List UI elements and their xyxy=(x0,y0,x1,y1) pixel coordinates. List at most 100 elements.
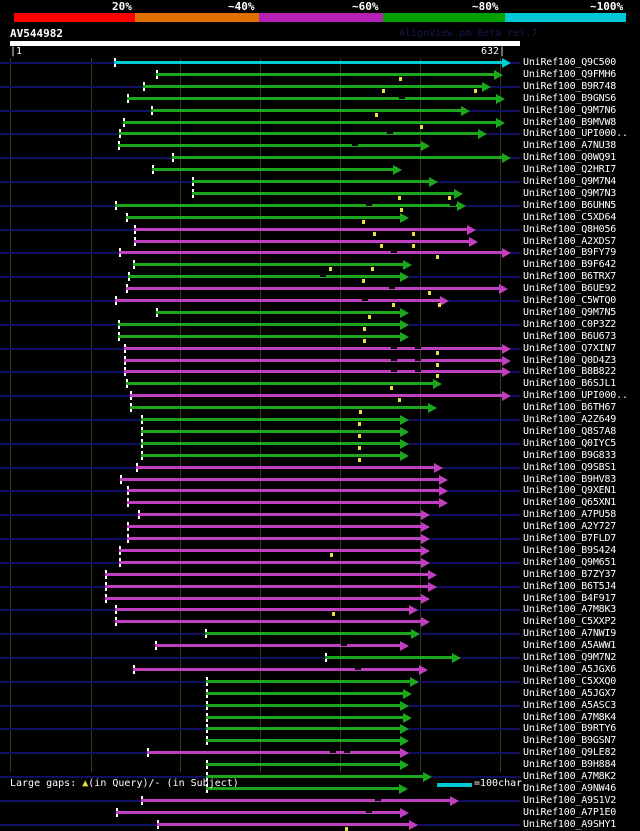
hit-label[interactable]: UniRef100_Q9M7N4 xyxy=(523,176,617,187)
alignment-row[interactable]: UniRef100_A7PU58 xyxy=(0,509,640,522)
hit-label[interactable]: UniRef100_Q65XN1 xyxy=(523,497,617,509)
hit-label[interactable]: UniRef100_Q9SBS1 xyxy=(523,461,617,473)
hit-label[interactable]: UniRef100_Q9M7N3 xyxy=(523,187,617,199)
hit-label[interactable]: UniRef100_A2Y727 xyxy=(523,521,617,533)
alignment-row[interactable]: UniRef100_Q9FMH6 xyxy=(0,69,640,82)
hit-label[interactable]: UniRef100_Q8S7A8 xyxy=(523,425,617,437)
hit-label[interactable]: UniRef100_B9H884 xyxy=(523,759,617,771)
alignment-row[interactable]: UniRef100_A5AWW1 xyxy=(0,640,640,653)
hit-label[interactable]: UniRef100_B6TRX7 xyxy=(523,271,617,283)
hit-label[interactable]: UniRef100_A7PU58 xyxy=(523,509,617,521)
hit-label[interactable]: UniRef100_B6T5J4 xyxy=(523,580,617,592)
alignment-row[interactable]: UniRef100_A9NW46 xyxy=(0,782,640,796)
alignment-row[interactable]: UniRef100_B6SJL1 xyxy=(0,378,640,391)
hit-label[interactable]: UniRef100_A7M8K2 xyxy=(523,771,617,782)
hit-label[interactable]: UniRef100_A9SHY1 xyxy=(523,818,617,830)
hit-label[interactable]: UniRef100_B7ZY37 xyxy=(523,568,617,580)
alignment-row[interactable]: UniRef100_Q9LE82 xyxy=(0,747,640,760)
alignment-row[interactable]: UniRef100_B9GSN7 xyxy=(0,735,640,748)
alignment-row[interactable]: UniRef100_Q0D4Z3 xyxy=(0,355,640,368)
alignment-row[interactable]: UniRef100_Q7XIN7 xyxy=(0,342,640,356)
hit-label[interactable]: UniRef100_Q9M7N2 xyxy=(523,652,617,663)
alignment-row[interactable]: UniRef100_Q8S7A8 xyxy=(0,425,640,439)
hit-label[interactable]: UniRef100_B4F917 xyxy=(523,592,617,604)
alignment-row[interactable]: UniRef100_C5XD64 xyxy=(0,211,640,225)
hit-label[interactable]: UniRef100_Q9XEN1 xyxy=(523,485,617,497)
alignment-row[interactable]: UniRef100_Q8H056 xyxy=(0,223,640,237)
hit-label[interactable]: UniRef100_A9NW46 xyxy=(523,782,617,794)
hit-label[interactable]: UniRef100_A5ASC3 xyxy=(523,699,617,711)
hit-label[interactable]: UniRef100_B9R748 xyxy=(523,80,617,92)
hit-label[interactable]: UniRef100_B9F642 xyxy=(523,259,617,271)
alignment-row[interactable]: UniRef100_Q9M7N2 xyxy=(0,652,640,665)
hit-label[interactable]: UniRef100_C0P3Z2 xyxy=(523,318,617,330)
hit-label[interactable]: UniRef100_B9S424 xyxy=(523,544,617,556)
alignment-row[interactable]: UniRef100_A2XDS7 xyxy=(0,235,640,249)
alignment-row[interactable]: UniRef100_B9H884 xyxy=(0,759,640,772)
alignment-row[interactable]: UniRef100_A9SHY1 xyxy=(0,818,640,831)
hit-label[interactable]: UniRef100_Q9M7N6 xyxy=(523,104,617,116)
alignment-row[interactable]: UniRef100_Q9M651 xyxy=(0,556,640,570)
hit-label[interactable]: UniRef100_B6TH67 xyxy=(523,402,617,414)
alignment-row[interactable]: UniRef100_B6T5J4 xyxy=(0,580,640,594)
hit-label[interactable]: UniRef100_Q0IYC5 xyxy=(523,437,617,449)
alignment-row[interactable]: UniRef100_UPI000.. xyxy=(0,128,640,141)
alignment-row[interactable]: UniRef100_B6UHN5 xyxy=(0,199,640,213)
hit-label[interactable]: UniRef100_Q9M651 xyxy=(523,556,617,568)
hit-label[interactable]: UniRef100_Q8H056 xyxy=(523,223,617,235)
alignment-row[interactable]: UniRef100_A5JGX6 xyxy=(0,664,640,677)
alignment-row[interactable]: UniRef100_B9S424 xyxy=(0,544,640,558)
hit-label[interactable]: UniRef100_B6UE92 xyxy=(523,283,617,295)
hit-label[interactable]: UniRef100_C5WTQ0 xyxy=(523,295,617,306)
alignment-row[interactable]: UniRef100_B6UE92 xyxy=(0,283,640,296)
alignment-row[interactable]: UniRef100_UPI000.. xyxy=(0,390,640,403)
hit-label[interactable]: UniRef100_B9FY79 xyxy=(523,247,617,259)
hit-label[interactable]: UniRef100_Q9C500 xyxy=(523,57,617,68)
hit-label[interactable]: UniRef100_Q9LE82 xyxy=(523,747,617,759)
alignment-row[interactable]: UniRef100_B9G833 xyxy=(0,450,640,463)
alignment-row[interactable]: UniRef100_A5JGX7 xyxy=(0,687,640,701)
alignment-row[interactable]: UniRef100_B4F917 xyxy=(0,592,640,606)
alignment-row[interactable]: UniRef100_A2Y727 xyxy=(0,521,640,534)
alignment-row[interactable]: UniRef100_C5XXQ0 xyxy=(0,676,640,689)
alignment-row[interactable]: UniRef100_B7FLD7 xyxy=(0,533,640,546)
alignment-row[interactable]: UniRef100_A2Z649 xyxy=(0,414,640,427)
hit-label[interactable]: UniRef100_Q9M7N5 xyxy=(523,306,617,318)
alignment-row[interactable]: UniRef100_A7NWI9 xyxy=(0,628,640,641)
alignment-row[interactable]: UniRef100_Q9XEN1 xyxy=(0,485,640,498)
alignment-row[interactable]: UniRef100_Q9M7N6 xyxy=(0,104,640,118)
alignment-row[interactable]: UniRef100_B9GNS6 xyxy=(0,92,640,106)
alignment-row[interactable]: UniRef100_Q0WQ91 xyxy=(0,152,640,165)
hit-label[interactable]: UniRef100_UPI000.. xyxy=(523,390,628,402)
alignment-row[interactable]: UniRef100_B9HV83 xyxy=(0,473,640,487)
alignment-row[interactable]: UniRef100_B6TRX7 xyxy=(0,271,640,284)
hit-label[interactable]: UniRef100_B6U673 xyxy=(523,330,617,342)
alignment-row[interactable]: UniRef100_C0P3Z2 xyxy=(0,318,640,332)
alignment-row[interactable]: UniRef100_B6U673 xyxy=(0,330,640,344)
hit-label[interactable]: UniRef100_A2XDS7 xyxy=(523,235,617,247)
alignment-row[interactable]: UniRef100_B9R748 xyxy=(0,80,640,94)
alignment-row[interactable]: UniRef100_B7ZY37 xyxy=(0,568,640,582)
alignment-row[interactable]: UniRef100_B9F642 xyxy=(0,259,640,272)
hit-label[interactable]: UniRef100_Q2HRI7 xyxy=(523,164,617,176)
alignment-row[interactable]: UniRef100_B6TH67 xyxy=(0,402,640,415)
hit-label[interactable]: UniRef100_B9GNS6 xyxy=(523,92,617,104)
alignment-row[interactable]: UniRef100_Q9M7N4 xyxy=(0,176,640,189)
alignment-row[interactable]: UniRef100_Q2HRI7 xyxy=(0,164,640,177)
hit-label[interactable]: UniRef100_B6UHN5 xyxy=(523,199,617,211)
alignment-row[interactable]: UniRef100_B8B822 xyxy=(0,366,640,379)
alignment-row[interactable]: UniRef100_Q65XN1 xyxy=(0,497,640,510)
hit-label[interactable]: UniRef100_B9HV83 xyxy=(523,473,617,485)
hit-label[interactable]: UniRef100_Q7XIN7 xyxy=(523,342,617,354)
alignment-row[interactable]: UniRef100_Q9M7N3 xyxy=(0,187,640,201)
hit-label[interactable]: UniRef100_C5XD64 xyxy=(523,211,617,223)
alignment-row[interactable]: UniRef100_Q9C500 xyxy=(0,57,640,70)
alignment-row[interactable]: UniRef100_Q0IYC5 xyxy=(0,437,640,451)
hit-label[interactable]: UniRef100_A5JGX7 xyxy=(523,687,617,699)
alignment-row[interactable]: UniRef100_Q9M7N5 xyxy=(0,306,640,320)
hit-label[interactable]: UniRef100_A9S1V2 xyxy=(523,794,617,806)
hit-label[interactable]: UniRef100_A7NWI9 xyxy=(523,628,617,640)
alignment-row[interactable]: UniRef100_A7M8K3 xyxy=(0,604,640,617)
alignment-row[interactable]: UniRef100_A5ASC3 xyxy=(0,699,640,713)
alignment-row[interactable]: UniRef100_C5WTQ0 xyxy=(0,295,640,308)
